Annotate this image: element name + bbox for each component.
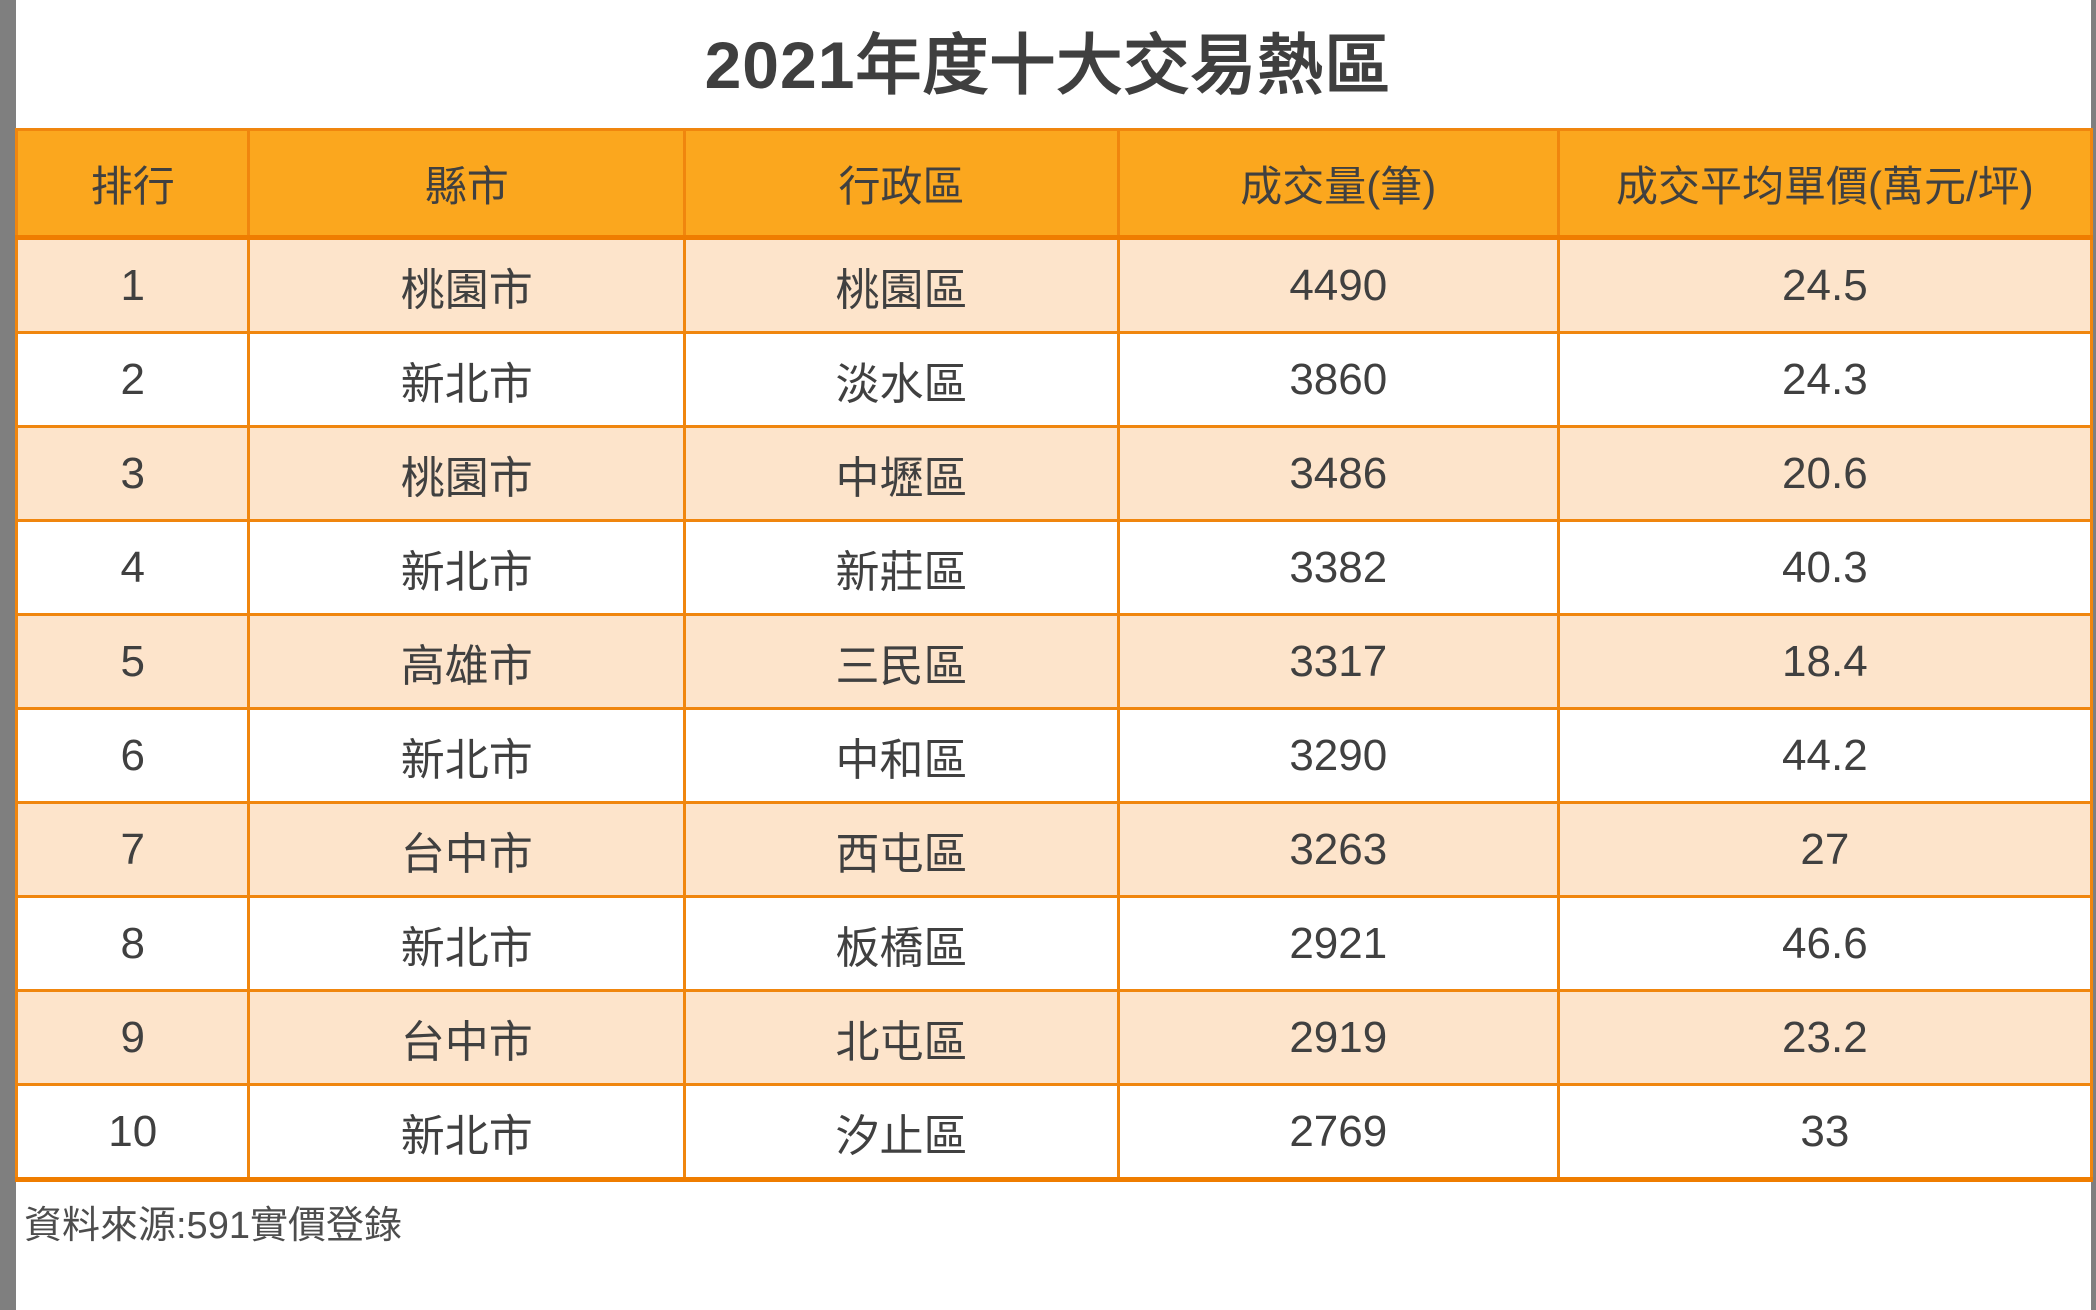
table-cell: 桃園市: [247, 236, 687, 334]
column-header-avg-price: 成交平均單價(萬元/坪): [1556, 128, 2094, 240]
column-header-city: 縣市: [247, 128, 687, 240]
table-cell: 1: [14, 236, 251, 334]
table-cell: 5: [14, 613, 251, 710]
table-cell: 新北市: [247, 707, 687, 804]
table-cell: 3860: [1116, 331, 1560, 428]
table-cell: 新北市: [247, 1083, 687, 1182]
table-row: 8 新北市 板橋區 2921 46.6: [14, 895, 2094, 992]
table-body: 1 桃園市 桃園區 4490 24.5 2 新北市 淡水區 3860 24.3 3 桃園市 中壢區 348…: [14, 236, 2094, 1182]
table-cell: 2919: [1116, 989, 1560, 1086]
table-cell: 23.2: [1556, 989, 2094, 1086]
table-header-row: 排行 縣市 行政區 成交量(筆) 成交平均單價(萬元/坪): [14, 128, 2094, 240]
table-cell: 24.3: [1556, 331, 2094, 428]
table-cell: 24.5: [1556, 236, 2094, 334]
table-cell: 2769: [1116, 1083, 1560, 1182]
table-row: 2 新北市 淡水區 3860 24.3: [14, 331, 2094, 428]
table-cell: 桃園市: [247, 425, 687, 522]
table-cell: 新北市: [247, 895, 687, 992]
table-cell: 8: [14, 895, 251, 992]
table-header: 排行 縣市 行政區 成交量(筆) 成交平均單價(萬元/坪): [14, 128, 2094, 240]
table-row: 7 台中市 西屯區 3263 27: [14, 801, 2094, 898]
table-cell: 9: [14, 989, 251, 1086]
table-row: 10 新北市 汐止區 2769 33: [14, 1083, 2094, 1182]
table-cell: 10: [14, 1083, 251, 1182]
column-header-volume: 成交量(筆): [1116, 128, 1560, 240]
table-cell: 3263: [1116, 801, 1560, 898]
page-title: 2021年度十大交易熱區: [704, 28, 1392, 102]
table-cell: 三民區: [683, 613, 1120, 710]
table-cell: 西屯區: [683, 801, 1120, 898]
table-cell: 3290: [1116, 707, 1560, 804]
table-cell: 6: [14, 707, 251, 804]
table-row: 4 新北市 新莊區 3382 40.3: [14, 519, 2094, 616]
table-cell: 46.6: [1556, 895, 2094, 992]
table-cell: 台中市: [247, 801, 687, 898]
table-cell: 新北市: [247, 519, 687, 616]
table-row: 9 台中市 北屯區 2919 23.2: [14, 989, 2094, 1086]
table-cell: 3486: [1116, 425, 1560, 522]
table-cell: 中和區: [683, 707, 1120, 804]
table-cell: 2921: [1116, 895, 1560, 992]
table-row: 3 桃園市 中壢區 3486 20.6: [14, 425, 2094, 522]
table-cell: 40.3: [1556, 519, 2094, 616]
window-edge-right-bar: [2091, 0, 2096, 1310]
table-cell: 新北市: [247, 331, 687, 428]
table-cell: 桃園區: [683, 236, 1120, 334]
table-cell: 板橋區: [683, 895, 1120, 992]
window-edge-left-bar: [0, 0, 16, 1310]
table-cell: 44.2: [1556, 707, 2094, 804]
table-cell: 7: [14, 801, 251, 898]
table-cell: 4: [14, 519, 251, 616]
table-cell: 汐止區: [683, 1083, 1120, 1182]
table-cell: 3317: [1116, 613, 1560, 710]
table-row: 1 桃園市 桃園區 4490 24.5: [14, 236, 2094, 334]
column-header-district: 行政區: [683, 128, 1120, 240]
table-cell: 高雄市: [247, 613, 687, 710]
table-cell: 3: [14, 425, 251, 522]
table-cell: 2: [14, 331, 251, 428]
table-cell: 淡水區: [683, 331, 1120, 428]
table-row: 6 新北市 中和區 3290 44.2: [14, 707, 2094, 804]
table-cell: 33: [1556, 1083, 2094, 1182]
table-cell: 4490: [1116, 236, 1560, 334]
table-cell: 27: [1556, 801, 2094, 898]
table-cell: 3382: [1116, 519, 1560, 616]
hot-zone-table: 排行 縣市 行政區 成交量(筆) 成交平均單價(萬元/坪) 1 桃園市 桃園區 449…: [14, 128, 2094, 1182]
table-cell: 新莊區: [683, 519, 1120, 616]
table-cell: 中壢區: [683, 425, 1120, 522]
column-header-rank: 排行: [14, 128, 251, 240]
table-cell: 台中市: [247, 989, 687, 1086]
data-source-note: 資料來源:591實價登錄: [24, 1205, 402, 1247]
table-cell: 20.6: [1556, 425, 2094, 522]
table-cell: 北屯區: [683, 989, 1120, 1086]
table-cell: 18.4: [1556, 613, 2094, 710]
table-row: 5 高雄市 三民區 3317 18.4: [14, 613, 2094, 710]
